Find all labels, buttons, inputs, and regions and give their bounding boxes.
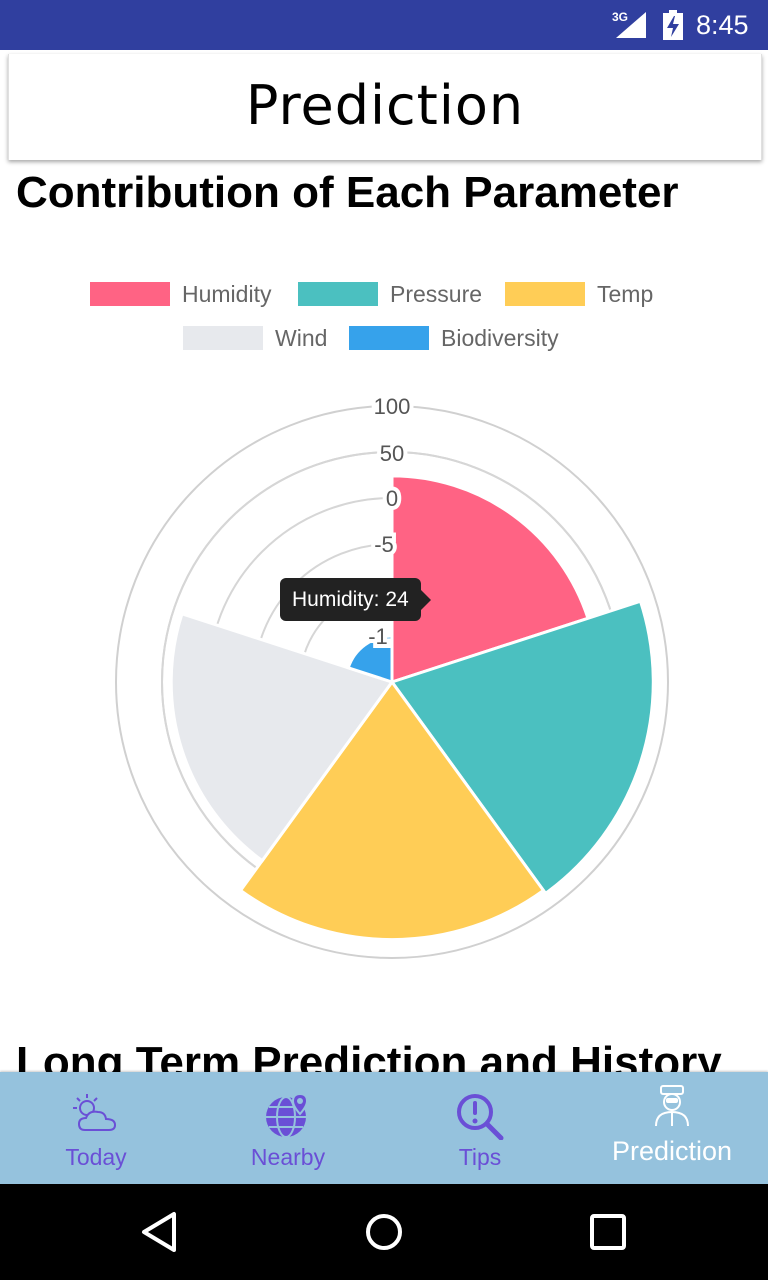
weather-cloud-sun-icon — [73, 1094, 117, 1131]
system-navigation-bar — [0, 1184, 768, 1280]
tick-label: 50 — [380, 441, 404, 466]
nav-item-nearby[interactable]: Nearby — [192, 1072, 384, 1184]
bottom-navigation: Today Nearby Tips Prediction — [0, 1072, 768, 1184]
legend-label: Temp — [597, 280, 654, 307]
legend-label: Wind — [275, 324, 328, 351]
recents-icon[interactable] — [584, 1208, 632, 1256]
title-card: Prediction — [8, 54, 762, 160]
section-title: Contribution of Each Parameter — [16, 168, 679, 217]
signal-icon — [616, 12, 646, 38]
legend-label: Humidity — [182, 280, 272, 307]
legend-item-biodiversity[interactable]: Biodiversity — [349, 324, 559, 352]
globe-location-icon — [266, 1092, 309, 1138]
status-time: 8:45 — [696, 10, 749, 40]
battery-charging-icon — [663, 10, 683, 40]
nav-label-today: Today — [65, 1144, 127, 1170]
tick-label: -5 — [374, 532, 394, 557]
status-bar: 3G 8:45 — [0, 0, 768, 50]
nav-label-nearby: Nearby — [250, 1144, 326, 1170]
tick-label: -1 — [368, 624, 388, 649]
nav-item-tips[interactable]: Tips — [384, 1072, 576, 1184]
legend-swatch — [90, 282, 170, 306]
tick-label: 100 — [374, 394, 411, 419]
legend-swatch — [298, 282, 378, 306]
legend-swatch — [505, 282, 585, 306]
page-title: Prediction — [245, 74, 525, 137]
legend-swatch — [349, 326, 429, 350]
wedge-temp[interactable] — [238, 679, 546, 942]
legend-label: Pressure — [390, 280, 483, 307]
home-icon[interactable] — [360, 1208, 408, 1256]
back-icon[interactable] — [136, 1208, 184, 1256]
search-exclamation-icon — [457, 1094, 504, 1140]
nav-item-today[interactable]: Today — [0, 1072, 192, 1184]
nav-item-prediction[interactable]: Prediction — [576, 1072, 768, 1184]
grid-circle-outer — [115, 405, 669, 959]
legend-item-humidity[interactable]: Humidity — [90, 280, 271, 308]
legend-item-pressure[interactable]: Pressure — [298, 280, 482, 308]
tick-label: 0 — [386, 486, 398, 511]
nav-label-prediction: Prediction — [611, 1136, 733, 1166]
wedge-biodiversity[interactable] — [346, 634, 394, 685]
legend-swatch — [183, 326, 263, 350]
scientist-icon — [655, 1085, 689, 1127]
chart-tooltip: Humidity: 24 — [280, 578, 431, 621]
wedge-pressure[interactable] — [389, 599, 655, 896]
legend-item-temp[interactable]: Temp — [505, 280, 653, 308]
wedge-humidity[interactable] — [390, 474, 590, 685]
legend-item-wind[interactable]: Wind — [183, 324, 327, 352]
legend-label: Biodiversity — [441, 324, 559, 351]
wedge-wind[interactable] — [169, 611, 395, 863]
network-type: 3G — [612, 10, 629, 24]
nav-label-tips: Tips — [458, 1144, 502, 1170]
